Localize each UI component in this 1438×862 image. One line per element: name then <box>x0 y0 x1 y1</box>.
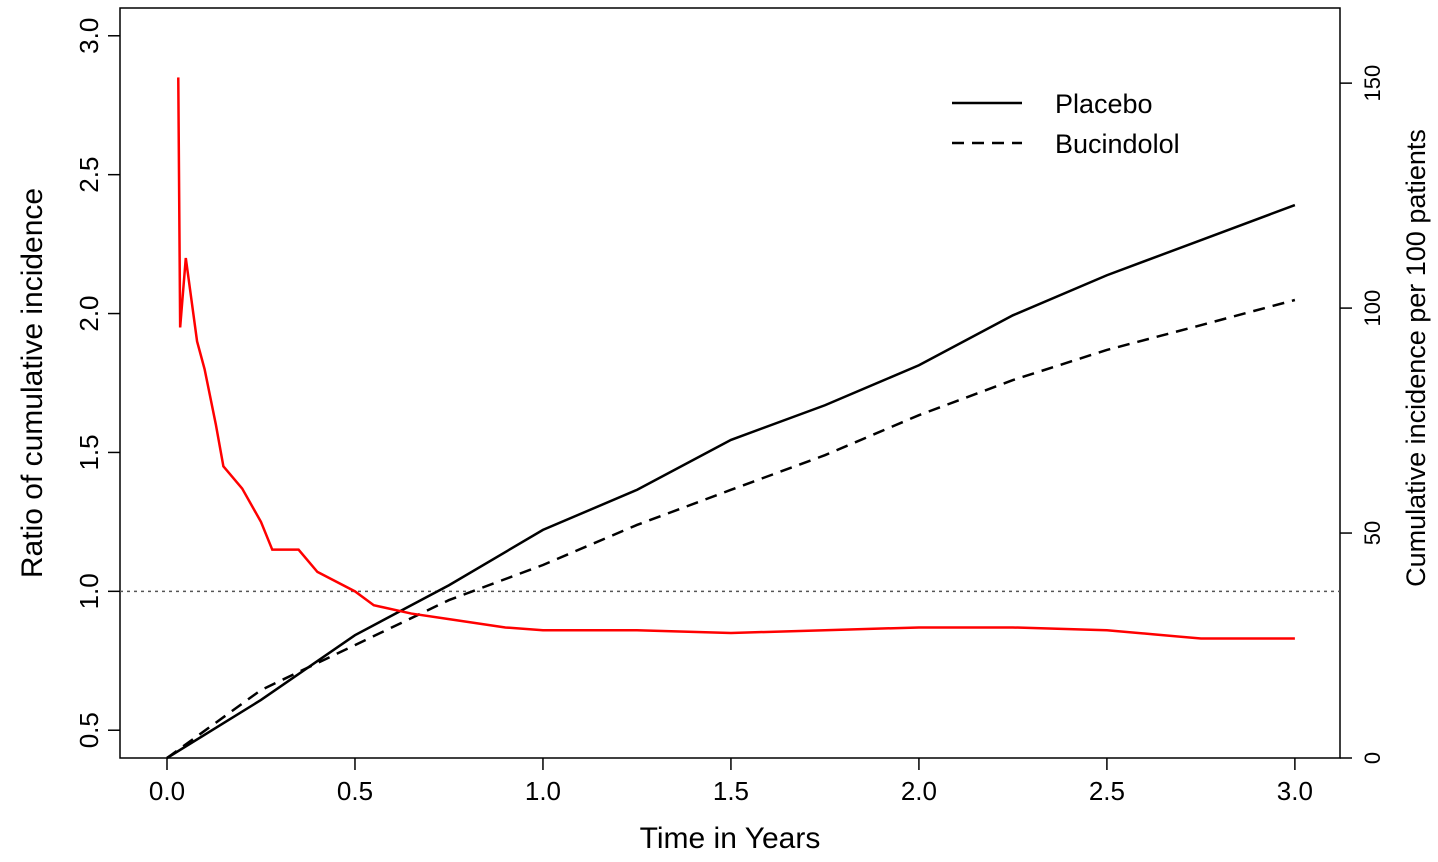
y-tick-label: 3.0 <box>74 18 104 54</box>
x-tick-label: 3.0 <box>1277 776 1313 806</box>
series-line <box>166 203 1296 760</box>
y2-tick-label: 0 <box>1360 752 1385 764</box>
y2-tick-label: 50 <box>1360 521 1385 545</box>
x-tick-label: 1.5 <box>713 776 749 806</box>
y-tick-label: 2.5 <box>74 157 104 193</box>
legend-label: Placebo <box>1055 89 1153 119</box>
x-tick-label: 2.0 <box>901 776 937 806</box>
y-tick-label: 1.0 <box>74 573 104 609</box>
y2-tick-label: 150 <box>1360 65 1385 102</box>
y-tick-label: 1.5 <box>74 434 104 470</box>
plot-frame <box>119 7 1341 759</box>
x-axis-label: Time in Years <box>640 822 821 855</box>
x-tick-label: 0.0 <box>149 776 185 806</box>
y-tick-label: 2.0 <box>74 295 104 331</box>
legend-label: Bucindolol <box>1055 129 1180 159</box>
x-tick-label: 0.5 <box>337 776 373 806</box>
series-line <box>166 298 1296 760</box>
y-axis-label: Ratio of cumulative incidence <box>16 188 49 578</box>
x-tick-label: 1.0 <box>525 776 561 806</box>
y-tick-label: 0.5 <box>74 712 104 748</box>
y2-axis-label: Cumulative incidence per 100 patients <box>1401 129 1431 587</box>
series-line <box>177 77 1295 640</box>
x-tick-label: 2.5 <box>1089 776 1125 806</box>
y2-tick-label: 100 <box>1360 290 1385 327</box>
